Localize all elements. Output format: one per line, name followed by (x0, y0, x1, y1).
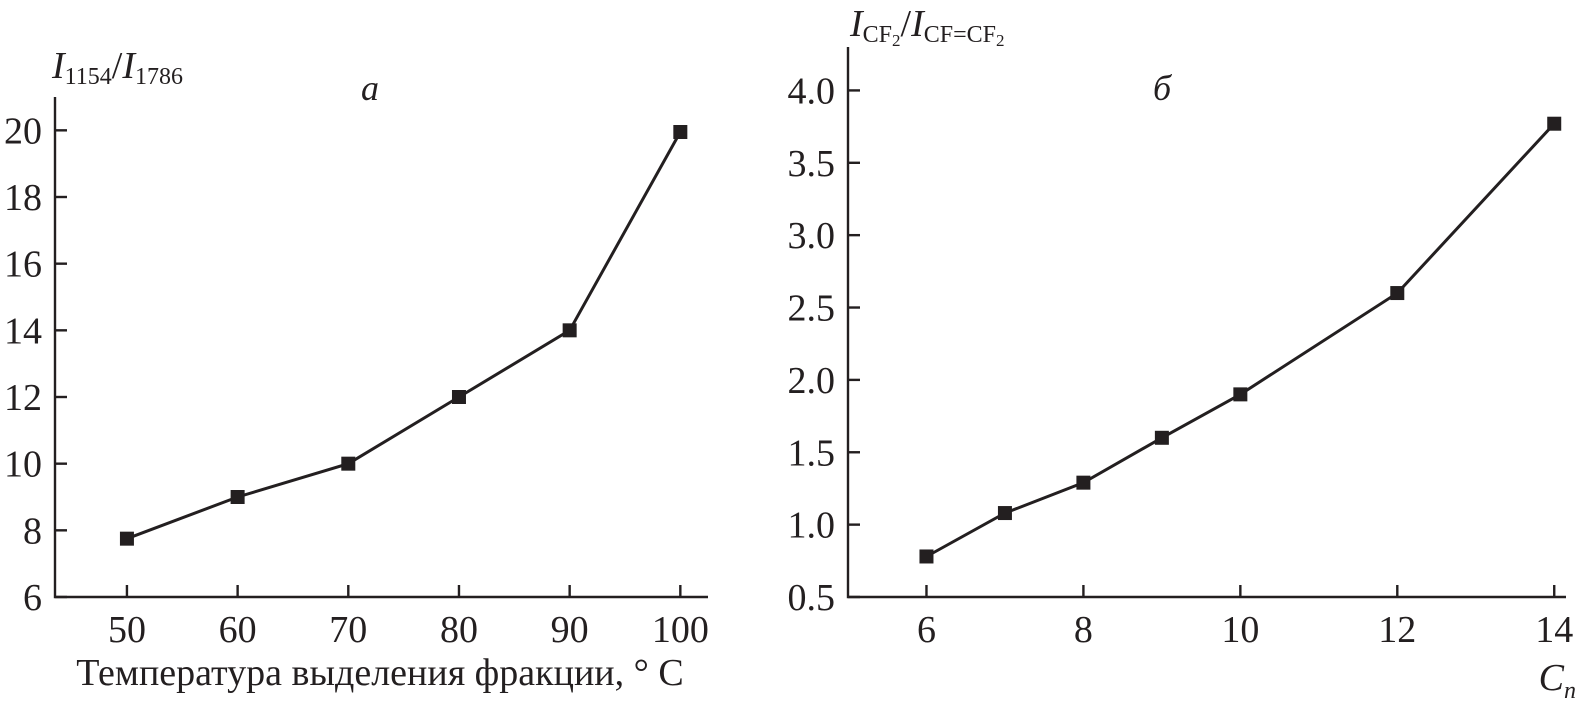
panel-a-data-point (119, 531, 134, 546)
panel-a-y-axis-title: I1154/I1786 (51, 45, 183, 90)
panel-a-x-ticks: 50 60 70 80 90 100 (108, 585, 709, 651)
panel-a-data-point (673, 125, 688, 139)
panel-b-y-ticks: 0.5 1.0 1.5 2.0 2.5 3.0 3.5 4.0 (788, 70, 860, 619)
panel-b-series-line (925, 122, 1556, 558)
panel-b-x-ticks: 6 8 10 12 14 (917, 585, 1573, 651)
panel-b-data-point (1233, 387, 1248, 402)
panel-a-data-point (341, 456, 356, 471)
panel-a-letter: a (361, 68, 379, 108)
panel-a-x-tick-label: 80 (440, 609, 478, 651)
panel-a-y-tick-label: 6 (23, 577, 42, 619)
panel-a-data-point (562, 323, 577, 338)
panel-b-y-tick-label: 4.0 (788, 70, 836, 112)
panel-a-y-tick-label: 12 (4, 377, 42, 419)
panel-b-data-point (1076, 475, 1091, 490)
panel-a-x-tick-label: 70 (329, 609, 367, 651)
panel-b-y-tick-label: 2.0 (788, 360, 836, 402)
panel-a-x-tick-label: 50 (108, 609, 146, 651)
panel-a-y-tick-label: 18 (4, 177, 42, 219)
panel-b-x-tick-label: 14 (1535, 609, 1573, 651)
panel-a-series-line (126, 131, 682, 541)
panel-a-x-tick-label: 100 (652, 609, 709, 651)
panel-b-letter: б (1153, 68, 1173, 108)
panel-b-markers (919, 116, 1562, 564)
panel-a-x-axis-title: Температура выделения фракции, ° С (76, 652, 683, 694)
panel-a-y-tick-label: 10 (4, 444, 42, 486)
panel-b-x-axis-title: Cn (1539, 657, 1576, 704)
panel-b-data-point (1390, 286, 1405, 301)
panel-b-x-tick-label: 8 (1074, 609, 1093, 651)
panel-b-y-tick-label: 3.0 (788, 215, 836, 257)
chart-panel-a: I1154/I1786 a 6 8 10 12 14 16 18 20 50 60 70 80 90 1… (4, 45, 709, 694)
panel-b-data-point (919, 549, 934, 564)
panel-a-data-point (451, 390, 466, 404)
panel-a-y-tick-label: 20 (4, 110, 42, 152)
panel-b-x-tick-label: 12 (1378, 609, 1416, 651)
panel-a-x-tick-label: 90 (551, 609, 589, 651)
panel-b-data-point (1154, 430, 1169, 445)
panel-a-markers (119, 125, 688, 546)
panel-a-y-tick-label: 8 (23, 510, 42, 552)
panel-a-y-tick-label: 14 (4, 310, 42, 352)
panel-b-data-point (997, 506, 1012, 521)
panel-b-y-tick-label: 1.5 (788, 432, 836, 474)
panel-b-y-tick-label: 0.5 (788, 577, 836, 619)
panel-a-y-ticks: 6 8 10 12 14 16 18 20 (4, 110, 67, 619)
panel-b-y-tick-label: 1.0 (788, 505, 836, 547)
panel-a-y-tick-label: 16 (4, 244, 42, 286)
panel-a-x-tick-label: 60 (219, 609, 257, 651)
panel-b-y-axis-title: ICF2/ICF=CF2 (849, 3, 1004, 50)
panel-b-data-point (1547, 116, 1562, 131)
panel-b-x-tick-label: 6 (917, 609, 936, 651)
chart-panel-b: ICF2/ICF=CF2 б 0.51.01.52.02.53.03.54.0 … (788, 3, 1577, 704)
panel-b-x-tick-label: 10 (1221, 609, 1259, 651)
panel-a-axes (53, 97, 708, 599)
panel-b-y-tick-label: 3.5 (788, 143, 836, 185)
panel-a-data-point (230, 490, 245, 504)
panel-b-y-tick-label: 2.5 (788, 288, 836, 330)
panel-b-axes (846, 47, 1566, 599)
